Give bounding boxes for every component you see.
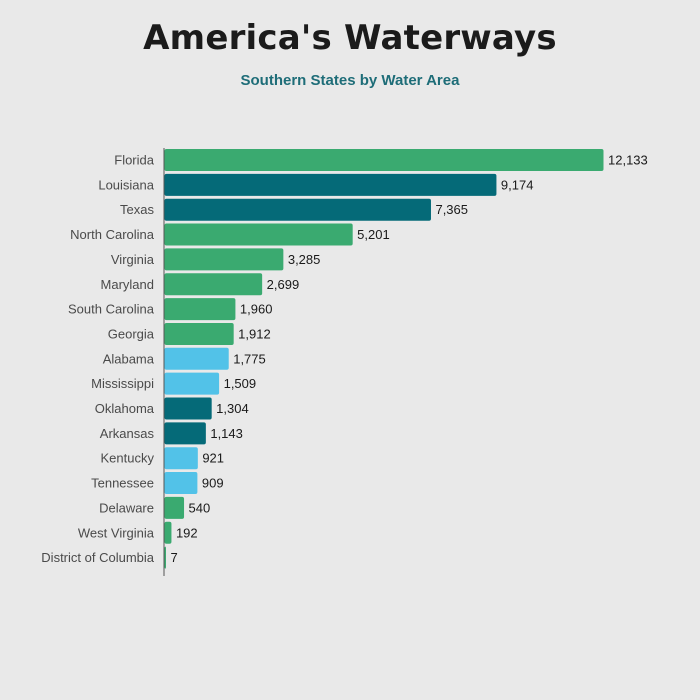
category-label: District of Columbia bbox=[41, 550, 154, 565]
category-label: Louisiana bbox=[98, 177, 154, 192]
value-label: 921 bbox=[202, 451, 224, 466]
value-label: 5,201 bbox=[357, 227, 390, 242]
chart-title: America's Waterways bbox=[143, 18, 557, 58]
category-label: Texas bbox=[120, 202, 154, 217]
value-label: 1,143 bbox=[210, 426, 243, 441]
bar-north-carolina bbox=[164, 223, 353, 246]
bar-texas bbox=[164, 198, 431, 221]
value-label: 192 bbox=[176, 525, 198, 540]
bar-alabama bbox=[164, 347, 229, 370]
category-label: West Virginia bbox=[78, 525, 155, 540]
value-label: 1,775 bbox=[233, 351, 266, 366]
category-label: North Carolina bbox=[70, 227, 155, 242]
value-label: 7 bbox=[171, 550, 178, 565]
value-label: 1,509 bbox=[224, 376, 257, 391]
bar-district-of-columbia bbox=[164, 546, 166, 569]
category-label: Georgia bbox=[108, 326, 155, 341]
bar-mississippi bbox=[164, 372, 220, 395]
category-label: Delaware bbox=[99, 500, 154, 515]
value-label: 1,304 bbox=[216, 401, 249, 416]
value-label: 540 bbox=[189, 500, 211, 515]
bar-oklahoma bbox=[164, 397, 212, 420]
value-label: 2,699 bbox=[267, 277, 300, 292]
bar-virginia bbox=[164, 248, 284, 271]
category-label: South Carolina bbox=[68, 302, 155, 317]
bar-arkansas bbox=[164, 422, 206, 445]
value-label: 1,912 bbox=[238, 326, 271, 341]
category-label: Virginia bbox=[111, 252, 155, 267]
bar-maryland bbox=[164, 273, 263, 296]
category-label: Kentucky bbox=[101, 451, 155, 466]
bar-georgia bbox=[164, 322, 234, 345]
chart-subtitle: Southern States by Water Area bbox=[240, 72, 460, 89]
category-label: Florida bbox=[114, 153, 155, 168]
category-label: Tennessee bbox=[91, 476, 154, 491]
bar-south-carolina bbox=[164, 298, 236, 321]
value-label: 7,365 bbox=[435, 202, 468, 217]
bar-west-virginia bbox=[164, 521, 172, 544]
value-label: 1,960 bbox=[240, 302, 273, 317]
bar-delaware bbox=[164, 496, 185, 519]
category-label: Mississippi bbox=[91, 376, 154, 391]
bar-florida bbox=[164, 149, 604, 171]
value-label: 3,285 bbox=[288, 252, 321, 267]
category-label: Arkansas bbox=[100, 426, 155, 441]
category-label: Alabama bbox=[103, 351, 155, 366]
value-label: 12,133 bbox=[608, 153, 648, 168]
category-label: Maryland bbox=[101, 277, 154, 292]
value-label: 909 bbox=[202, 476, 224, 491]
bar-kentucky bbox=[164, 447, 198, 470]
bar-louisiana bbox=[164, 173, 497, 196]
bar-tennessee bbox=[164, 472, 198, 495]
value-label: 9,174 bbox=[501, 177, 534, 192]
category-label: Oklahoma bbox=[95, 401, 155, 416]
